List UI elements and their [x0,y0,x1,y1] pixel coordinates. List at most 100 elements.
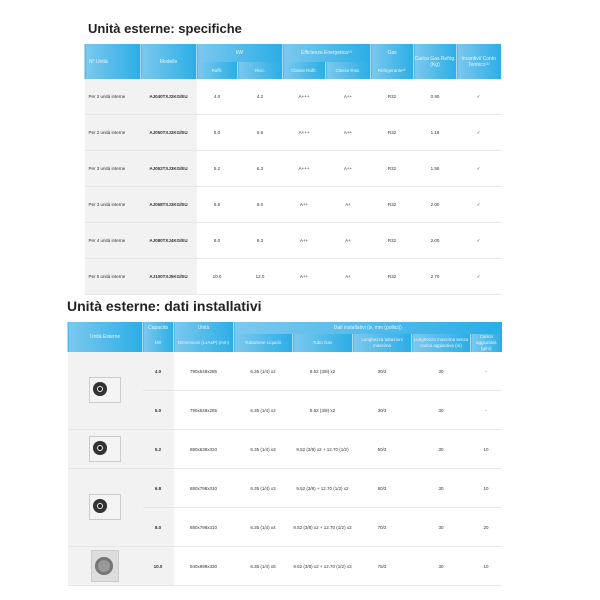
capacity: 5.0 [142,390,174,430]
incentive-check: ✓ [456,150,501,187]
capacity: 8.0 [142,507,174,547]
fan-icon [95,556,113,575]
liquid-pipe: 6.35 (1/4) x2 [233,352,293,391]
max-length: 30/3 [352,390,412,430]
install-title: Unità esterne: dati installativi [67,298,262,314]
model: AJ080TXJ4KG/EU [140,222,197,259]
table-row: Per 3 unità interne AJ052TXJ3KG/EU 5.2 6.3 A… [84,150,501,187]
gas-charge: 2.00 [413,222,457,259]
header-kw-heat: Risc. [236,62,283,79]
capacity: 6.8 [142,468,174,508]
table-row: 6.8 880x798x310 6.35 (1/4) x3 9.52 (3/8) + … [67,468,502,547]
header-outdoor-unit: Unità Esterne [67,322,143,352]
table-row: 5.2 880x638x310 6.35 (1/4) x3 9.52 (3/8) x2… [67,429,502,469]
cooling-kw: 5.2 [196,150,238,187]
class-heating: A+ [325,222,371,259]
class-cooling: A++ [282,222,326,259]
incentive-check: ✓ [456,222,501,259]
unit-count: Per 2 unità interne [84,114,141,151]
max-length: 70/3 [352,507,412,547]
model: AJ100TXJ5KG/EU [140,258,197,295]
max-length-no-charge: 30 [411,468,471,508]
header-kw-cool: Raffr. [196,62,238,79]
max-length: 75/3 [352,546,412,586]
refrigerant: R32 [370,186,414,223]
capacity: 5.2 [142,429,174,469]
class-heating: A+ [325,186,371,223]
gas-pipe: 9.52 (3/8) x2 [292,390,353,430]
max-length: 30/3 [352,352,412,391]
header-incentives: Incentivi/ Conto Termico⁽³⁾ [456,44,501,79]
fan-icon [93,499,107,513]
header-capacity: Capacità [142,322,174,334]
unit-count: Per 4 unità interne [84,222,141,259]
gas-pipe: 9.52 (3/8) x2 + 12.70 (1/2) x3 [292,546,353,586]
class-heating: A+ [325,258,371,295]
unit-count: Per 5 unità interne [84,258,141,295]
header-max-length-no-charge: Lunghezza massima senza carica aggiuntiv… [411,334,471,352]
table-row: 10.0 940x998x330 6.35 (1/4) x5 9.52 (3/8) x… [67,546,502,586]
table-row: 5.0 790x548x285 6.35 (1/4) x2 9.52 (3/8) x2… [68,390,502,430]
table-row: Per 4 unità interne AJ080TXJ4KG/EU 8.0 9.3 A… [84,222,501,259]
gas-pipe: 9.52 (3/8) + 12.70 (1/2) x2 [292,468,353,508]
outdoor-unit-icon [89,435,121,462]
cooling-kw: 4.0 [196,79,238,115]
heating-kw: 12.0 [237,258,283,295]
refrigerant: R32 [370,222,414,259]
table-row: 4.0 790x548x285 6.35 (1/4) x2 9.52 (3/8) x2… [67,352,502,430]
extra-charge: 10 [470,546,502,586]
header-gas-pipe: Tubo Gas [292,334,353,352]
table-row: Per 2 unità interne AJ040TXJ2KG/EU 4.0 4.2 A… [84,79,501,115]
cooling-kw: 6.8 [196,186,238,223]
outdoor-unit-icon [89,377,121,403]
incentive-check: ✓ [456,258,501,295]
gas-charge: 0.90 [413,79,457,115]
header-kw: kW [195,44,283,62]
header-install-data: Dati installativi (ø, mm (pollici)) [232,322,502,334]
header-efficiency: Efficienza Energetica⁽¹⁾ [282,44,371,62]
model: AJ052TXJ3KG/EU [140,150,197,187]
liquid-pipe: 6.35 (1/4) x3 [233,429,293,469]
outdoor-unit-icon [89,494,121,520]
max-length: 50/3 [352,429,412,469]
outdoor-unit-image [67,429,143,469]
fan-icon [93,440,107,455]
gas-charge: 2.00 [413,186,457,223]
header-class-cool: Classe Raffr. [282,62,326,79]
table-row: Per 2 unità interne AJ050TXJ2KG/EU 5.0 5.6 A… [84,114,501,151]
gas-pipe: 9.52 (3/8) x2 + 12.70 (1/2) x2 [292,507,353,547]
extra-charge: - [470,390,502,430]
unit-count: Per 3 unità interne [84,150,141,187]
class-cooling: A+++ [282,114,326,151]
capacity: 10.0 [142,546,174,586]
header-unit-dims: Unità [173,322,234,334]
class-heating: A++ [325,114,371,151]
capacity: 4.0 [142,352,174,391]
outdoor-unit-image [67,352,143,430]
header-class-heat: Classe Risc. [325,62,371,79]
max-length-no-charge: 30 [411,352,471,391]
class-heating: A++ [325,79,371,115]
table-row: 8.0 880x798x310 6.35 (1/4) x4 9.52 (3/8) x2… [68,507,502,547]
extra-charge: - [470,352,502,391]
header-charge: Carica Gas Refrig. (Kg) [413,44,457,79]
max-length-no-charge: 30 [411,429,471,469]
header-kw: kW [142,334,174,352]
gas-charge: 1.55 [413,150,457,187]
model: AJ040TXJ2KG/EU [140,79,197,115]
header-refrigerant: Refrigerante⁽²⁾ [370,62,414,79]
outdoor-unit-image [67,546,143,586]
heating-kw: 6.3 [237,150,283,187]
table-row: Per 3 unità interne AJ068TXJ3KG/EU 6.8 8.0 A… [84,186,501,223]
header-model: Modello [140,44,197,79]
refrigerant: R32 [370,79,414,115]
gas-charge: 2.70 [413,258,457,295]
heating-kw: 8.0 [237,186,283,223]
header-max-length: Lunghezza tubazioni massima [352,334,412,352]
specs-table: N° Unità Modello kW Efficienza Energetic… [84,44,501,295]
dimensions: 880x798x310 [173,468,234,508]
header-liquid-pipe: Tubazione Liquido [233,334,293,352]
header-dimensions: Dimensioni (LxAxP) (mm) [173,334,234,352]
outdoor-unit-icon [91,549,119,582]
class-cooling: A+++ [282,150,326,187]
